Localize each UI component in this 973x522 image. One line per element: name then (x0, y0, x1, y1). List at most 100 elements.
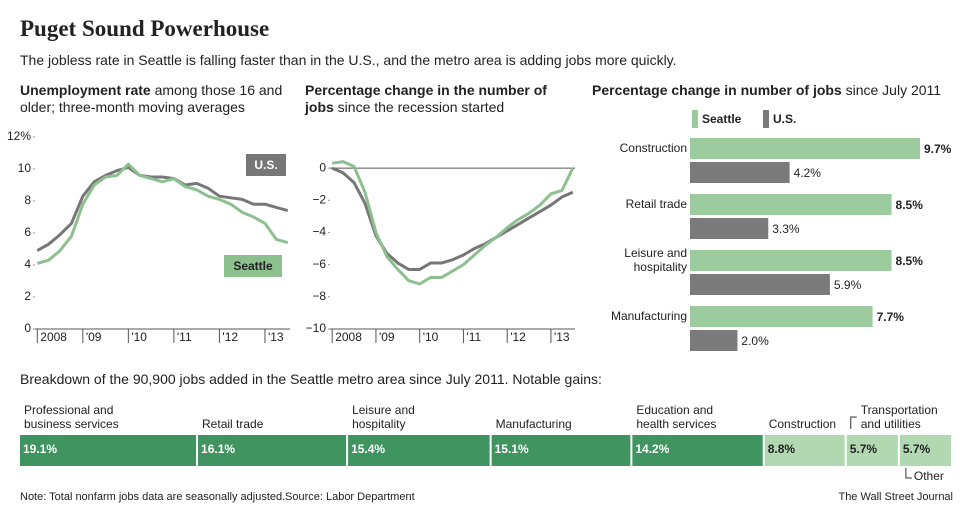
chart-subtitle: since the recession started (337, 99, 505, 115)
x-tick-label: '10 (131, 330, 147, 344)
bar (690, 162, 790, 183)
legend-label: U.S. (773, 112, 796, 126)
x-tick-label: '10 (423, 330, 439, 344)
category-label: Leisure and hospitality (624, 246, 687, 274)
value-label: 7.7% (877, 310, 905, 324)
y-tick-label: 6 (24, 225, 31, 239)
bar (690, 194, 892, 215)
y-tick-label: 10 (18, 161, 32, 175)
chart-title: Percentage change in the number of jobs … (305, 82, 565, 116)
legend-swatch (246, 154, 286, 176)
bar-segment (20, 435, 197, 466)
bar-segment (348, 435, 490, 466)
category-label: Leisure and hospitality (352, 403, 415, 431)
y-tick-label: 0 (24, 321, 31, 335)
x-tick-label: '12 (510, 330, 526, 344)
value-label: 4.2% (794, 166, 822, 180)
value-label: 9.7% (924, 142, 952, 156)
line-series (331, 160, 575, 286)
category-label: Manufacturing (495, 417, 572, 431)
value-label: 5.7% (903, 442, 931, 456)
leader (905, 468, 912, 479)
legend-label: Seattle (702, 112, 742, 126)
bar (690, 330, 738, 351)
category-label: Manufacturing (610, 309, 687, 323)
x-tick-label: '09 (86, 330, 102, 344)
chart-title: Breakdown of the 90,900 jobs added in th… (20, 371, 602, 387)
legend-swatch (224, 255, 282, 277)
category-label: Transportation and utilities (860, 403, 938, 431)
bar (690, 138, 920, 159)
y-tick-label: −6 (312, 257, 326, 271)
chart-title-main: Percentage change in number of jobs (592, 82, 842, 98)
category-label: Other (913, 469, 944, 483)
y-tick-label: 0 (319, 160, 326, 174)
legend-label: U.S. (254, 158, 277, 172)
bar-segment (846, 435, 898, 466)
category-label: Retail trade (625, 197, 687, 211)
bar (690, 218, 769, 239)
value-label: 8.5% (896, 198, 924, 212)
bar-segment (764, 435, 845, 466)
bar (690, 306, 873, 327)
x-tick-label: '11 (177, 330, 192, 344)
chart-title-main: Percentage change in the number of jobs (305, 82, 547, 115)
x-tick-label: '13 (268, 330, 284, 344)
category-label: Education and health services (636, 403, 717, 431)
value-label: 8.8% (768, 442, 796, 456)
value-label: 8.5% (896, 254, 924, 268)
title: Puget Sound Powerhouse (20, 16, 270, 41)
chart-title-main: Unemployment rate (20, 82, 151, 98)
y-tick-label: −2 (312, 192, 326, 206)
category-label: Construction (768, 417, 837, 431)
x-tick-label: '09 (379, 330, 395, 344)
bar-segment (491, 435, 631, 466)
bar-segment (198, 435, 347, 466)
value-label: 16.1% (201, 442, 235, 456)
subtitle: The jobless rate in Seattle is falling f… (20, 52, 677, 68)
value-label: 3.3% (772, 222, 800, 236)
line-series (36, 162, 289, 265)
legend-label: Seattle (233, 259, 273, 273)
source: Source: Labor Department (285, 491, 415, 503)
y-tick-label: 12% (7, 129, 31, 143)
x-tick-label: 2008 (335, 330, 362, 344)
legend-swatch (692, 110, 698, 128)
value-label: 5.7% (850, 442, 878, 456)
line-series (331, 166, 574, 271)
y-tick-label: −10 (306, 321, 327, 335)
x-tick-label: '13 (554, 330, 570, 344)
leader (850, 416, 857, 429)
category-label: Retail trade (202, 417, 264, 431)
y-tick-label: 8 (24, 193, 31, 207)
value-label: 15.4% (351, 442, 385, 456)
x-tick-label: '11 (466, 330, 481, 344)
value-label: 15.1% (495, 442, 529, 456)
x-tick-label: '12 (222, 330, 238, 344)
bar-segment (899, 435, 951, 466)
category-label: Construction (619, 141, 687, 155)
chart-subtitle: among those 16 and older; three-month mo… (20, 82, 283, 115)
bar (690, 250, 892, 271)
legend-swatch (763, 110, 769, 128)
category-label: Professional and business services (24, 403, 119, 431)
value-label: 5.9% (834, 278, 862, 292)
credit: The Wall Street Journal (838, 491, 953, 503)
chart-subtitle: since July 2011 (845, 82, 942, 98)
value-label: 2.0% (741, 334, 769, 348)
x-tick-label: 2008 (40, 330, 67, 344)
y-tick-label: 4 (24, 257, 31, 271)
chart-title: Unemployment rate among those 16 and old… (20, 82, 295, 116)
value-label: 19.1% (23, 442, 57, 456)
y-tick-label: 2 (24, 289, 31, 303)
y-tick-label: −8 (312, 289, 326, 303)
line-series (36, 165, 289, 252)
bar-segment (632, 435, 763, 466)
chart-title: Percentage change in number of jobs sinc… (592, 82, 967, 99)
bar (690, 274, 830, 295)
value-label: 14.2% (635, 442, 669, 456)
y-tick-label: −4 (312, 225, 326, 239)
note: Note: Total nonfarm jobs data are season… (20, 491, 286, 503)
